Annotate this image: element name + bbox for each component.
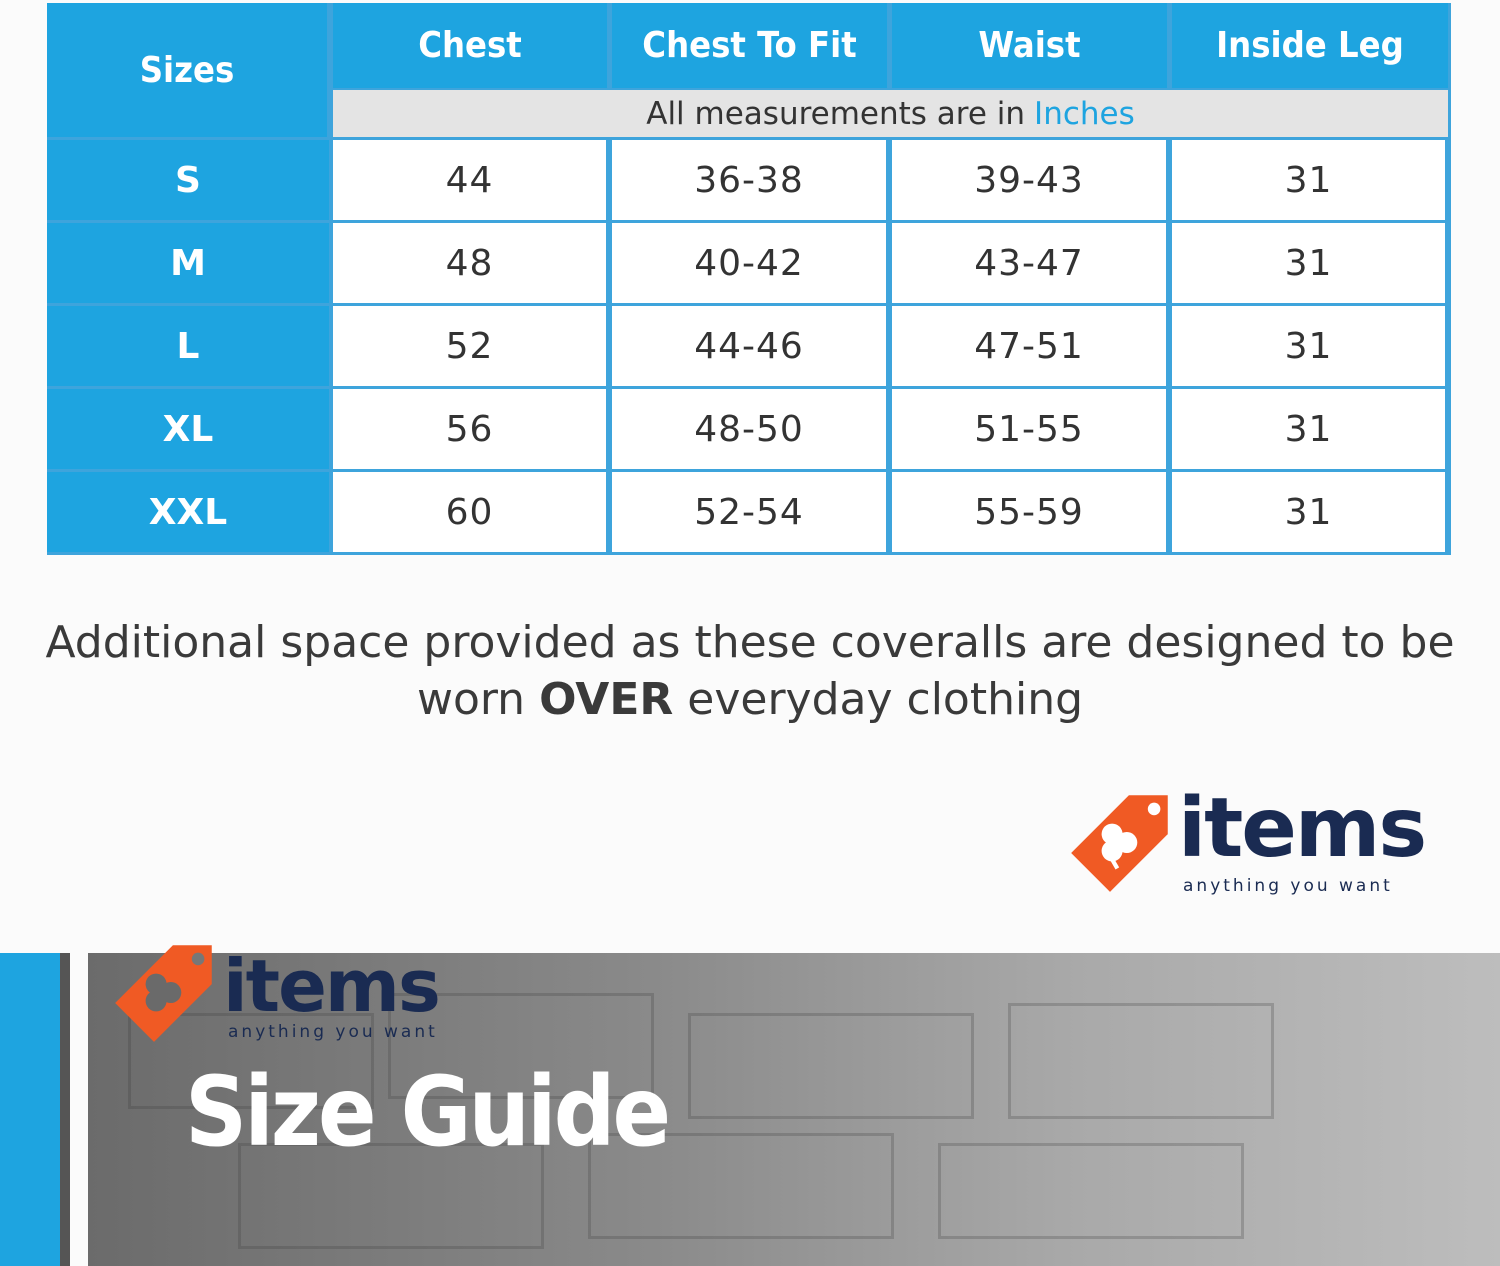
sizes-header: Sizes: [47, 3, 327, 137]
table-cell: 47-51: [892, 306, 1166, 386]
table-cell: 52-54: [612, 472, 886, 552]
table-cell: 43-47: [892, 223, 1166, 303]
table-cell: 60: [333, 472, 606, 552]
column-header-chest: Chest: [333, 3, 607, 88]
table-cell: 55-59: [892, 472, 1166, 552]
size-table: Sizes Chest Chest To Fit Waist Inside Le…: [47, 3, 1451, 555]
table-cell: 31: [1172, 389, 1445, 469]
logo-wordmark: items: [1178, 781, 1427, 876]
banner-logo-tag-icon: [115, 945, 212, 1042]
table-cell: 31: [1172, 472, 1445, 552]
size-guide-banner: [88, 953, 1500, 1266]
table-cell: 52: [333, 306, 606, 386]
size-label: XXL: [47, 472, 329, 552]
note-emphasis: OVER: [539, 674, 674, 725]
logo-tag-icon: [1071, 795, 1168, 892]
unit-note: All measurements are in Inches: [333, 90, 1448, 137]
size-label: XL: [47, 389, 329, 469]
table-cell: 39-43: [892, 140, 1166, 220]
banner-accent-strip: [0, 953, 60, 1266]
column-header-waist: Waist: [892, 3, 1167, 88]
table-cell: 48: [333, 223, 606, 303]
banner-title: Size Guide: [185, 1056, 671, 1168]
table-cell: 44-46: [612, 306, 886, 386]
table-cell: 31: [1172, 223, 1445, 303]
unit-note-text: All measurements are in: [646, 95, 1026, 132]
unit-highlight: Inches: [1034, 95, 1135, 132]
table-cell: 36-38: [612, 140, 886, 220]
banner-logo-tagline: anything you want: [228, 1022, 438, 1042]
column-header-chest-to-fit: Chest To Fit: [612, 3, 887, 88]
note-line-1: Additional space provided as these cover…: [45, 617, 1455, 668]
column-header-inside-leg: Inside Leg: [1172, 3, 1448, 88]
size-label: S: [47, 140, 329, 220]
table-cell: 40-42: [612, 223, 886, 303]
note-text: worn: [416, 674, 526, 725]
size-label: L: [47, 306, 329, 386]
table-cell: 56: [333, 389, 606, 469]
table-cell: 48-50: [612, 389, 886, 469]
logo-tagline: anything you want: [1183, 876, 1393, 896]
banner-dark-strip: [60, 953, 70, 1266]
note-text: everyday clothing: [687, 674, 1084, 725]
table-cell: 44: [333, 140, 606, 220]
table-cell: 31: [1172, 140, 1445, 220]
banner-logo-wordmark: items: [223, 944, 441, 1028]
table-cell: 51-55: [892, 389, 1166, 469]
size-label: M: [47, 223, 329, 303]
table-cell: 31: [1172, 306, 1445, 386]
note-line-2: worn OVER everyday clothing: [0, 674, 1500, 725]
